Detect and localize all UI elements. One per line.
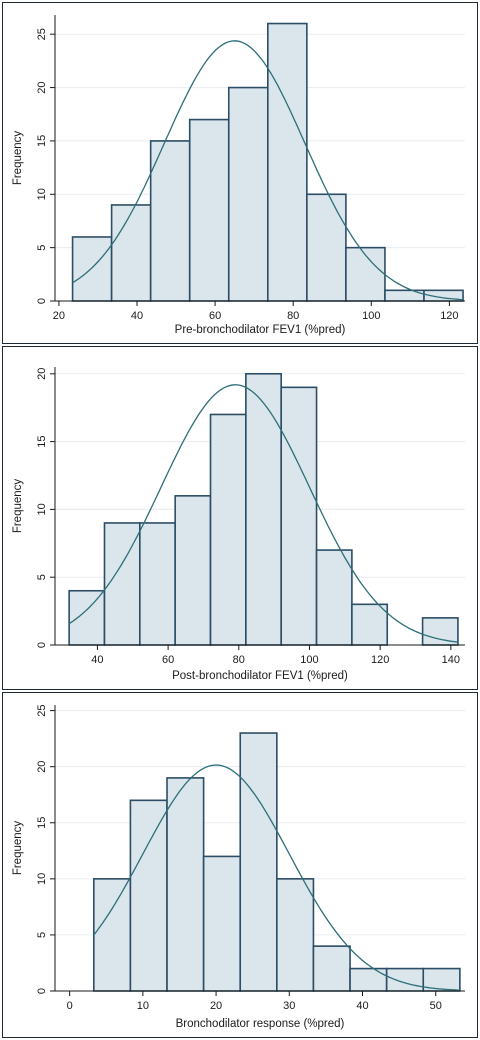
histogram-panel-pre-bronchodilator: 0 5 10 15 20 25 20 40 60 80 100 120 Pre-bronchodilat… xyxy=(2,2,478,344)
histogram-pre-bronchodilator-svg: 0 5 10 15 20 25 20 40 60 80 100 120 Pre-bronchodilat… xyxy=(12,15,465,336)
chart1-x-tick-label-20: 20 xyxy=(53,310,65,322)
chart1-x-tick-label-80: 80 xyxy=(287,310,299,322)
chart2-x-tick-label-120: 120 xyxy=(371,654,389,666)
chart1-y-tick-label-5: 5 xyxy=(36,245,48,251)
chart3-normal-curve xyxy=(93,764,460,991)
chart2-x-tick-label-80: 80 xyxy=(233,654,245,666)
chart3-x-tick-label-20: 20 xyxy=(210,1000,222,1012)
chart2-y-tick-label-0: 0 xyxy=(36,642,48,648)
chart1-x-tick-label-60: 60 xyxy=(209,310,221,322)
chart1-bar-3 xyxy=(149,140,191,302)
chart3-y-tick-label-20: 20 xyxy=(36,761,48,773)
chart1-bar-4 xyxy=(188,118,230,302)
chart2-y-tick-label-10: 10 xyxy=(36,503,48,515)
chart2-bar-1 xyxy=(68,589,106,646)
chart1-bar-1 xyxy=(71,236,113,302)
chart1-y-tick-label-10: 10 xyxy=(36,188,48,200)
histogram-post-bronchodilator-svg: 0 5 10 15 20 40 60 80 100 120 140 Post-bronchodilat… xyxy=(12,367,465,682)
chart2-bar-4 xyxy=(174,495,212,646)
chart2-bar-3 xyxy=(139,522,176,646)
chart1-y-tick-label-20: 20 xyxy=(36,81,48,93)
chart3-x-tick-label-30: 30 xyxy=(283,1000,295,1012)
chart1-bar-6 xyxy=(267,22,308,302)
chart3-bar-5 xyxy=(239,732,278,992)
chart3-y-tick-label-5: 5 xyxy=(36,932,48,938)
chart1-x-tick-label-100: 100 xyxy=(362,310,380,322)
chart1-y-tick-label-0: 0 xyxy=(36,298,48,304)
chart1-y-axis-title: Frequency xyxy=(12,131,24,186)
chart3-x-tick-label-40: 40 xyxy=(356,1000,368,1012)
histogram-panel-post-bronchodilator: 0 5 10 15 20 40 60 80 100 120 140 Post-bronchodilat… xyxy=(2,346,478,690)
chart1-x-axis-title: Pre-bronchodilator FEV1 (%pred) xyxy=(175,324,346,336)
chart3-bar-8 xyxy=(349,967,388,992)
chart3-bar-2 xyxy=(129,799,168,992)
chart3-x-tick-label-0: 0 xyxy=(67,1000,73,1012)
chart2-bar-7 xyxy=(280,386,318,646)
chart2-bar-9 xyxy=(351,603,389,646)
chart3-y-tick-label-10: 10 xyxy=(36,873,48,885)
chart2-x-tick-label-140: 140 xyxy=(442,654,460,666)
chart2-bar-5 xyxy=(209,413,247,646)
chart3-y-tick-label-0: 0 xyxy=(36,988,48,994)
chart1-y-tick-label-25: 25 xyxy=(36,28,48,40)
chart3-y-tick-label-25: 25 xyxy=(36,704,48,716)
chart1-x-tick-label-120: 120 xyxy=(440,310,458,322)
chart2-normal-curve xyxy=(68,384,458,643)
chart2-x-tick-label-40: 40 xyxy=(91,654,103,666)
chart1-bar-2 xyxy=(110,204,152,302)
chart2-y-tick-label-20: 20 xyxy=(36,368,48,380)
chart3-bar-6 xyxy=(276,878,315,992)
chart3-x-axis-title: Bronchodilator response (%pred) xyxy=(176,1018,345,1030)
chart1-x-tick-label-40: 40 xyxy=(131,310,143,322)
chart1-bar-5 xyxy=(227,86,269,302)
chart2-bar-10 xyxy=(421,617,459,646)
chart2-x-tick-label-60: 60 xyxy=(162,654,174,666)
chart1-y-tick-label-15: 15 xyxy=(36,135,48,147)
chart3-y-axis-title: Frequency xyxy=(12,821,24,876)
chart3-bar-9 xyxy=(385,967,425,992)
chart3-bar-4 xyxy=(202,855,242,992)
chart1-bar-7 xyxy=(306,193,347,302)
chart2-bar-6 xyxy=(245,372,283,646)
chart2-x-axis-title: Post-bronchodilator FEV1 (%pred) xyxy=(172,670,348,682)
chart2-y-axis-title: Frequency xyxy=(12,479,24,534)
chart3-y-tick-label-15: 15 xyxy=(36,817,48,829)
chart3-bar-1 xyxy=(93,878,132,992)
chart2-x-tick-label-100: 100 xyxy=(300,654,318,666)
chart2-y-tick-label-15: 15 xyxy=(36,435,48,447)
chart1-normal-curve xyxy=(72,40,464,301)
chart3-x-tick-label-50: 50 xyxy=(430,1000,442,1012)
chart2-bar-8 xyxy=(315,549,353,646)
chart3-x-tick-label-10: 10 xyxy=(137,1000,149,1012)
chart2-y-tick-label-5: 5 xyxy=(36,574,48,580)
chart3-bar-7 xyxy=(312,945,351,992)
chart3-bar-3 xyxy=(166,777,205,992)
histogram-panel-bronchodilator-response: 0 5 10 15 20 25 0 10 20 30 40 50 Bronchodilator resp… xyxy=(2,692,478,1038)
histogram-bronchodilator-response-svg: 0 5 10 15 20 25 0 10 20 30 40 50 Bronchodilator resp… xyxy=(12,704,465,1030)
